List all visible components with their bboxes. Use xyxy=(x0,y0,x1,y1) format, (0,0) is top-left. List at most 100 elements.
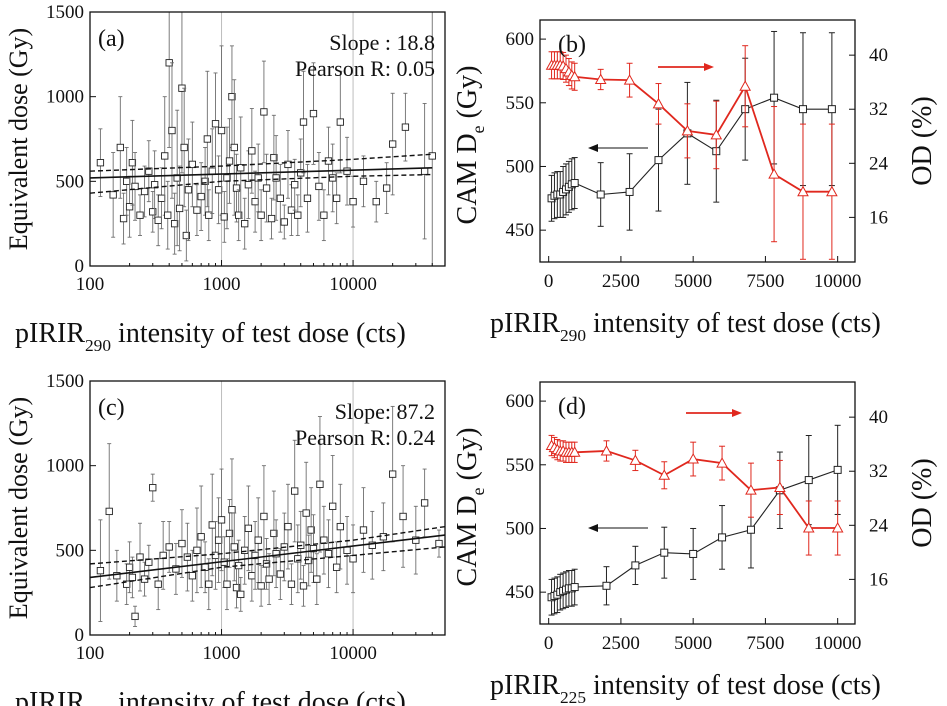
arrow-red-head xyxy=(732,409,742,417)
data-point xyxy=(208,521,216,529)
x-axis-label: pIRIR290 intensity of test dose (cts) xyxy=(15,318,406,355)
y-tick-label: 600 xyxy=(506,29,535,50)
data-point xyxy=(774,481,786,492)
y-tick-label: 450 xyxy=(506,582,535,603)
data-point xyxy=(96,567,105,575)
arrow-black-head xyxy=(588,144,598,152)
y2-tick-label: 40 xyxy=(869,45,888,66)
arrow-black-head xyxy=(588,524,598,532)
data-point xyxy=(220,213,228,221)
x-axis-label: pIRIR225 intensity of test dose (cts) xyxy=(490,670,881,706)
data-point xyxy=(165,543,173,551)
data-point xyxy=(336,522,344,531)
data-point xyxy=(164,211,172,219)
data-point xyxy=(203,135,211,143)
x-tick-label: 1000 xyxy=(203,643,241,664)
y-tick-label: 600 xyxy=(506,391,535,412)
axes-frame xyxy=(539,381,856,625)
panel-d: 0 2500 5000 7500 10000 450 500 550 600 16 24 32 40 (d… xyxy=(452,381,938,706)
y2-tick-label: 40 xyxy=(869,407,888,428)
pearson-annotation: Pearson R: 0.05 xyxy=(295,56,435,81)
y-tick-label: 450 xyxy=(506,220,535,241)
data-point xyxy=(570,179,579,188)
data-point xyxy=(827,105,836,114)
fit-line xyxy=(90,534,445,579)
data-point xyxy=(237,164,245,172)
axes-frame xyxy=(89,380,446,636)
x-tick-label: 100 xyxy=(76,274,105,295)
y-tick-label: 0 xyxy=(75,625,85,646)
x-tick-label: 2500 xyxy=(602,271,640,292)
x-tick-label: 7500 xyxy=(746,633,784,654)
data-point xyxy=(105,507,113,516)
data-point xyxy=(241,220,249,228)
data-point xyxy=(332,563,341,571)
data-point xyxy=(262,184,271,192)
data-point xyxy=(217,126,226,135)
plot-area-a xyxy=(90,12,436,266)
data-point xyxy=(211,120,220,128)
data-point xyxy=(401,123,410,131)
data-point xyxy=(276,570,284,578)
data-point xyxy=(329,502,337,510)
data-point xyxy=(208,167,216,175)
data-point xyxy=(276,194,284,202)
data-point xyxy=(658,469,671,480)
axes-frame xyxy=(539,19,856,263)
data-point xyxy=(244,524,253,532)
data-point xyxy=(260,108,268,116)
data-point xyxy=(175,204,184,213)
data-point xyxy=(131,612,139,621)
data-point xyxy=(313,575,321,583)
data-point xyxy=(302,509,310,517)
data-point xyxy=(228,93,236,101)
data-point xyxy=(149,208,157,216)
data-point xyxy=(745,484,757,495)
data-point xyxy=(716,457,728,468)
y-tick-label: 500 xyxy=(506,156,535,177)
data-point xyxy=(359,177,368,185)
data-point xyxy=(125,203,134,211)
data-point xyxy=(629,454,642,465)
panel-b: 0 2500 5000 7500 10000 450 500 550 600 16 24 32 40 (b… xyxy=(452,19,938,345)
data-point xyxy=(205,211,213,219)
y-tick-label: 1500 xyxy=(46,371,84,392)
data-point xyxy=(154,580,162,588)
axes-frame xyxy=(89,11,446,267)
series-line-black xyxy=(551,469,838,598)
data-point xyxy=(652,97,665,109)
data-point xyxy=(248,572,256,580)
data-point xyxy=(254,536,262,544)
data-point xyxy=(768,168,780,179)
data-point xyxy=(248,147,256,155)
data-point xyxy=(291,181,299,189)
y2-tick-label: 16 xyxy=(869,569,888,590)
data-point xyxy=(170,220,179,228)
data-point xyxy=(230,543,238,551)
data-point xyxy=(157,194,166,202)
y-tick-label: 1500 xyxy=(46,2,84,23)
plot-area-b xyxy=(545,30,838,260)
data-point xyxy=(287,580,296,588)
data-point xyxy=(746,525,755,534)
y2-tick-label: 16 xyxy=(869,207,888,228)
data-point xyxy=(568,70,581,82)
slope-annotation: Slope : 18.8 xyxy=(329,30,435,55)
data-point xyxy=(183,553,192,561)
confidence-upper xyxy=(90,525,445,565)
data-point xyxy=(389,470,397,478)
data-point xyxy=(687,453,700,464)
x-tick-label: 2500 xyxy=(602,633,640,654)
data-point xyxy=(267,214,276,223)
data-point xyxy=(309,544,318,553)
data-point xyxy=(770,93,779,102)
x-tick-label: 5000 xyxy=(674,271,712,292)
data-point xyxy=(284,522,292,531)
x-tick-label: 10000 xyxy=(329,643,377,664)
panel-label: (c) xyxy=(98,395,125,421)
data-point xyxy=(305,556,313,565)
data-point xyxy=(660,548,669,557)
data-point xyxy=(131,182,139,191)
data-point xyxy=(435,539,443,548)
fit-line xyxy=(90,166,433,179)
